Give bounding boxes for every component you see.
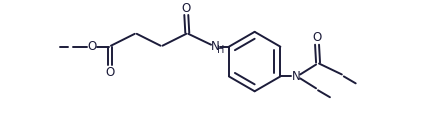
Text: N: N (211, 40, 219, 53)
Text: H: H (217, 45, 225, 55)
Text: O: O (312, 31, 322, 44)
Text: O: O (88, 40, 97, 53)
Text: O: O (182, 2, 191, 15)
Text: N: N (292, 70, 301, 83)
Text: O: O (105, 66, 114, 79)
